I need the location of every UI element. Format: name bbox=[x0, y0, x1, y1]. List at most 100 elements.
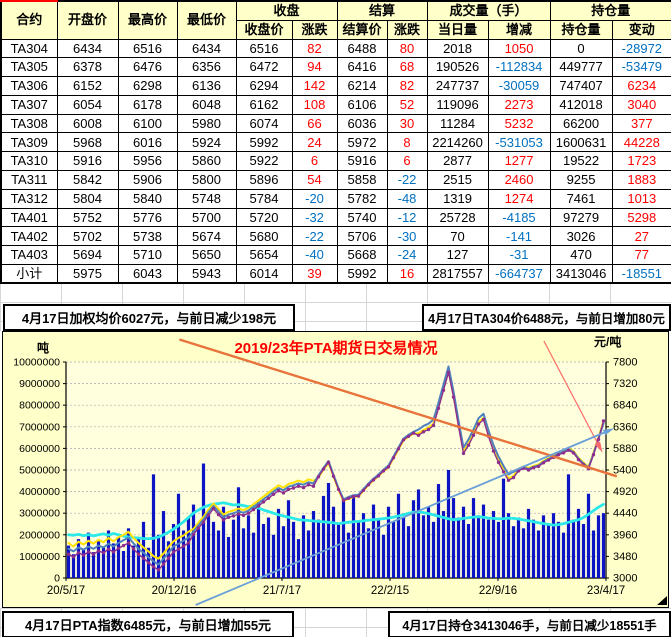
cell-high[interactable]: 6476 bbox=[117, 57, 178, 78]
cell-open[interactable]: 6434 bbox=[56, 38, 119, 59]
cell-volume[interactable]: 2515 bbox=[426, 170, 489, 190]
cell-settle_chg[interactable]: 30 bbox=[386, 113, 428, 134]
cell-close_chg[interactable]: -22 bbox=[291, 226, 338, 247]
cell-oi[interactable]: 412018 bbox=[549, 94, 613, 115]
cell-contract[interactable]: TA402 bbox=[0, 226, 58, 247]
cell-close[interactable]: 5654 bbox=[235, 245, 293, 266]
cell-low[interactable]: 6048 bbox=[176, 94, 237, 115]
cell-open[interactable]: 6008 bbox=[56, 113, 119, 134]
cell-close[interactable]: 5680 bbox=[235, 226, 293, 247]
header-oi[interactable]: 持仓量 bbox=[549, 19, 613, 40]
cell-open[interactable]: 5694 bbox=[56, 245, 119, 266]
cell-volume[interactable]: 127 bbox=[426, 245, 489, 266]
cell-settle_chg[interactable]: 6 bbox=[386, 151, 428, 172]
cell-vol_chg[interactable]: 2460 bbox=[487, 170, 551, 190]
cell-oi[interactable]: 3413046 bbox=[549, 264, 613, 284]
cell-volume[interactable]: 190526 bbox=[426, 57, 489, 78]
cell-high[interactable]: 6298 bbox=[117, 76, 178, 96]
cell-low[interactable]: 5650 bbox=[176, 245, 237, 266]
cell-contract[interactable]: TA308 bbox=[0, 113, 58, 134]
cell-oi_chg[interactable]: 1013 bbox=[611, 188, 671, 209]
cell-close_chg[interactable]: -40 bbox=[291, 245, 338, 266]
cell-open[interactable]: 5968 bbox=[56, 132, 119, 153]
cell-settle[interactable]: 5858 bbox=[336, 170, 388, 190]
cell-volume[interactable]: 11284 bbox=[426, 113, 489, 134]
cell-volume[interactable]: 2817557 bbox=[426, 264, 489, 284]
cell-high[interactable]: 6178 bbox=[117, 94, 178, 115]
cell-settle[interactable]: 6488 bbox=[336, 38, 388, 59]
cell-contract[interactable]: 小计 bbox=[0, 264, 58, 284]
cell-settle_chg[interactable]: 8 bbox=[386, 132, 428, 153]
cell-settle_chg[interactable]: 52 bbox=[386, 94, 428, 115]
cell-close_chg[interactable]: 142 bbox=[291, 76, 338, 96]
header-open[interactable]: 开盘价 bbox=[56, 0, 119, 40]
cell-vol_chg[interactable]: 2273 bbox=[487, 94, 551, 115]
cell-close[interactable]: 6074 bbox=[235, 113, 293, 134]
cell-open[interactable]: 5842 bbox=[56, 170, 119, 190]
cell-oi[interactable]: 449777 bbox=[549, 57, 613, 78]
cell-vol_chg[interactable]: -31 bbox=[487, 245, 551, 266]
header-group-volume[interactable]: 成交量（手） bbox=[426, 0, 551, 21]
cell-oi_chg[interactable]: 6234 bbox=[611, 76, 671, 96]
cell-close[interactable]: 6014 bbox=[235, 264, 293, 284]
cell-contract[interactable]: TA311 bbox=[0, 170, 58, 190]
cell-vol_chg[interactable]: -664737 bbox=[487, 264, 551, 284]
cell-settle[interactable]: 5972 bbox=[336, 132, 388, 153]
cell-contract[interactable]: TA312 bbox=[0, 188, 58, 209]
cell-oi[interactable]: 7461 bbox=[549, 188, 613, 209]
cell-volume[interactable]: 70 bbox=[426, 226, 489, 247]
cell-close_chg[interactable]: 54 bbox=[291, 170, 338, 190]
cell-close_chg[interactable]: -32 bbox=[291, 207, 338, 228]
cell-contract[interactable]: TA310 bbox=[0, 151, 58, 172]
cell-vol_chg[interactable]: -112834 bbox=[487, 57, 551, 78]
cell-low[interactable]: 6434 bbox=[176, 38, 237, 59]
cell-low[interactable]: 6136 bbox=[176, 76, 237, 96]
cell-close_chg[interactable]: 66 bbox=[291, 113, 338, 134]
cell-high[interactable]: 6043 bbox=[117, 264, 178, 284]
cell-vol_chg[interactable]: 1277 bbox=[487, 151, 551, 172]
cell-high[interactable]: 6100 bbox=[117, 113, 178, 134]
cell-settle_chg[interactable]: -48 bbox=[386, 188, 428, 209]
cell-open[interactable]: 5916 bbox=[56, 151, 119, 172]
cell-oi[interactable]: 470 bbox=[549, 245, 613, 266]
cell-close[interactable]: 5922 bbox=[235, 151, 293, 172]
cell-settle_chg[interactable]: 68 bbox=[386, 57, 428, 78]
cell-settle[interactable]: 5916 bbox=[336, 151, 388, 172]
cell-close_chg[interactable]: 6 bbox=[291, 151, 338, 172]
cell-volume[interactable]: 2018 bbox=[426, 38, 489, 59]
cell-oi_chg[interactable]: 5298 bbox=[611, 207, 671, 228]
header-oi-change[interactable]: 变动 bbox=[611, 19, 671, 40]
cell-close_chg[interactable]: 94 bbox=[291, 57, 338, 78]
cell-settle[interactable]: 5992 bbox=[336, 264, 388, 284]
cell-close[interactable]: 5992 bbox=[235, 132, 293, 153]
cell-vol_chg[interactable]: -30059 bbox=[487, 76, 551, 96]
cell-settle[interactable]: 6416 bbox=[336, 57, 388, 78]
cell-settle_chg[interactable]: -22 bbox=[386, 170, 428, 190]
cell-volume[interactable]: 1319 bbox=[426, 188, 489, 209]
header-group-settle[interactable]: 结算 bbox=[336, 0, 428, 21]
header-close-change[interactable]: 涨跌 bbox=[291, 19, 338, 40]
cell-high[interactable]: 5906 bbox=[117, 170, 178, 190]
cell-low[interactable]: 5674 bbox=[176, 226, 237, 247]
cell-settle[interactable]: 6106 bbox=[336, 94, 388, 115]
cell-low[interactable]: 5748 bbox=[176, 188, 237, 209]
cell-vol_chg[interactable]: 5232 bbox=[487, 113, 551, 134]
cell-settle_chg[interactable]: 82 bbox=[386, 76, 428, 96]
cell-oi[interactable]: 19522 bbox=[549, 151, 613, 172]
cell-settle_chg[interactable]: -12 bbox=[386, 207, 428, 228]
cell-contract[interactable]: TA309 bbox=[0, 132, 58, 153]
cell-settle_chg[interactable]: 80 bbox=[386, 38, 428, 59]
cell-low[interactable]: 6356 bbox=[176, 57, 237, 78]
cell-oi_chg[interactable]: 1883 bbox=[611, 170, 671, 190]
cell-vol_chg[interactable]: -141 bbox=[487, 226, 551, 247]
cell-settle_chg[interactable]: -24 bbox=[386, 245, 428, 266]
cell-settle_chg[interactable]: 16 bbox=[386, 264, 428, 284]
cell-vol_chg[interactable]: 1050 bbox=[487, 38, 551, 59]
cell-open[interactable]: 5975 bbox=[56, 264, 119, 284]
cell-close[interactable]: 6472 bbox=[235, 57, 293, 78]
header-group-oi[interactable]: 持仓量 bbox=[549, 0, 671, 21]
cell-settle[interactable]: 5740 bbox=[336, 207, 388, 228]
cell-close_chg[interactable]: 108 bbox=[291, 94, 338, 115]
cell-close_chg[interactable]: 24 bbox=[291, 132, 338, 153]
header-high[interactable]: 最高价 bbox=[117, 0, 178, 40]
